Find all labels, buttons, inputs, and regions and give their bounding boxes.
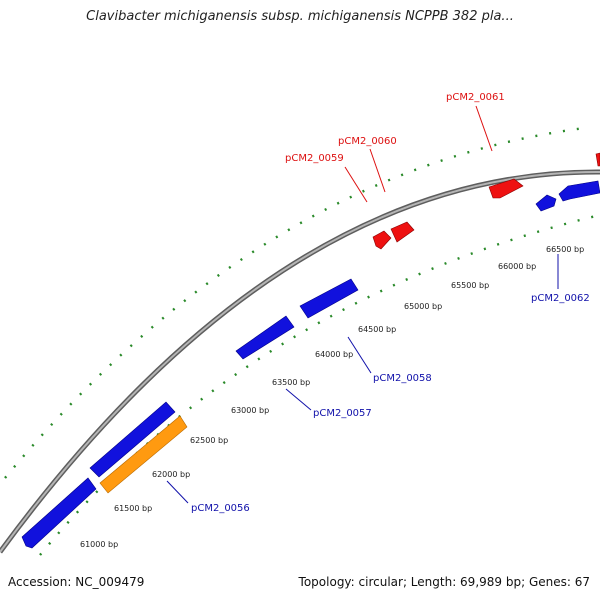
- gene-arrow-forward[interactable]: [595, 152, 600, 167]
- gene-arrow-reverse[interactable]: [558, 180, 600, 202]
- tick-label: 65500 bp: [451, 281, 489, 290]
- tick-label: 61000 bp: [80, 540, 118, 549]
- gene-arrow-reverse[interactable]: [21, 477, 97, 549]
- gene-label-forward[interactable]: pCM2_0059: [285, 153, 344, 164]
- topology-summary: Topology: circular; Length: 69,989 bp; G…: [298, 575, 590, 589]
- outer-tick-ring: [4, 126, 586, 479]
- gene-label-reverse[interactable]: pCM2_0056: [191, 503, 250, 514]
- leader-line: [344, 166, 368, 203]
- tick-label: 63000 bp: [231, 406, 269, 415]
- accession-label: Accession: NC_009479: [8, 575, 145, 589]
- gene-label-leaders: [166, 105, 559, 504]
- tick-label: 62500 bp: [190, 436, 228, 445]
- plasmid-backbone: [0, 169, 600, 554]
- gene-arrow-highlighted[interactable]: [99, 415, 188, 494]
- gene-label-reverse[interactable]: pCM2_0062: [531, 293, 590, 304]
- gene-label-reverse[interactable]: pCM2_0057: [313, 408, 372, 419]
- leader-line: [347, 336, 372, 374]
- tick-label: 63500 bp: [272, 378, 310, 387]
- gene-label-forward[interactable]: pCM2_0061: [446, 92, 505, 103]
- reverse-strand-genes: [21, 180, 600, 549]
- gene-label-reverse[interactable]: pCM2_0058: [373, 373, 432, 384]
- tick-label: 61500 bp: [114, 504, 152, 513]
- gene-arrow-reverse[interactable]: [299, 278, 359, 319]
- plasmid-backbone-highlight: [0, 170, 600, 553]
- tick-label: 66000 bp: [498, 262, 536, 271]
- gene-label-forward[interactable]: pCM2_0060: [338, 136, 397, 147]
- leader-line: [166, 480, 189, 504]
- gene-arrow-reverse[interactable]: [235, 315, 295, 360]
- gene-arrow-forward[interactable]: [390, 221, 415, 243]
- tick-labels: 61000 bp 61500 bp 62000 bp 62500 bp 6300…: [80, 245, 584, 549]
- leader-line: [369, 148, 386, 193]
- gene-arrow-forward[interactable]: [372, 230, 392, 250]
- tick-label: 64500 bp: [358, 325, 396, 334]
- gene-arrow-reverse[interactable]: [535, 194, 557, 212]
- gene-arrow-forward[interactable]: [488, 178, 524, 199]
- gene-arrow-reverse[interactable]: [89, 401, 176, 478]
- tick-label: 65000 bp: [404, 302, 442, 311]
- tick-label: 66500 bp: [546, 245, 584, 254]
- leader-line: [285, 388, 312, 411]
- tick-label: 62000 bp: [152, 470, 190, 479]
- gene-labels: pCM2_0056 pCM2_0057 pCM2_0058 pCM2_0059 …: [191, 92, 590, 514]
- leader-line: [475, 105, 493, 152]
- map-title: Clavibacter michiganensis subsp. michiga…: [86, 9, 514, 24]
- forward-strand-genes: [372, 152, 600, 250]
- tick-label: 64000 bp: [315, 350, 353, 359]
